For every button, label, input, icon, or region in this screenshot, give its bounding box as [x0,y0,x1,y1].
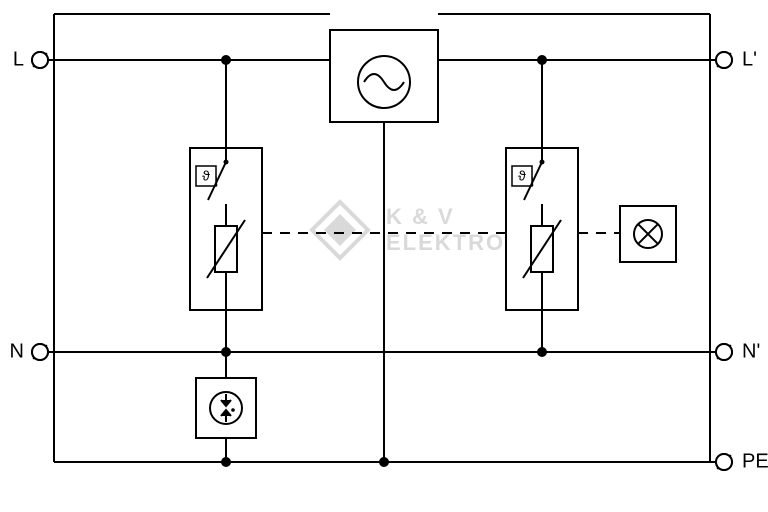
junction-node [379,457,389,467]
svg-text:K & V: K & V [386,204,455,229]
terminal-label: L [13,48,24,70]
junction-node [537,55,547,65]
terminal-label: N [10,340,24,362]
terminal-label: N' [742,340,760,362]
svg-text:ϑ: ϑ [202,168,210,184]
gas-discharge-tube [196,378,256,438]
junction-node [537,347,547,357]
terminal-label: PE [742,450,768,472]
terminal-label: L' [742,48,757,70]
watermark: K & VELEKTRO [312,202,505,258]
junction-node [221,457,231,467]
circuit-diagram: K & VELEKTRO L N L' N' PE ϑ ϑ [0,0,768,512]
svg-text:ϑ: ϑ [518,168,526,184]
junction-node [221,55,231,65]
junction-node [221,347,231,357]
